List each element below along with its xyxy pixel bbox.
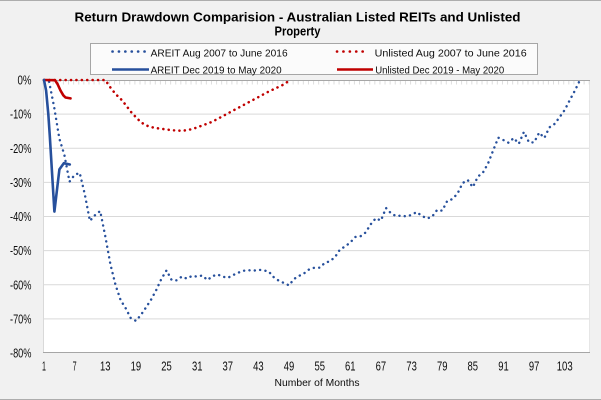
svg-text:-50%: -50%: [10, 243, 32, 258]
svg-text:Return Drawdown Comparision -: Return Drawdown Comparision - Australian…: [75, 11, 521, 25]
svg-text:AREIT Dec 2019 to May 2020: AREIT Dec 2019 to May 2020: [151, 65, 282, 77]
svg-text:-10%: -10%: [10, 107, 32, 122]
svg-text:61: 61: [345, 359, 356, 374]
svg-text:91: 91: [498, 359, 509, 374]
svg-text:37: 37: [223, 359, 234, 374]
svg-text:25: 25: [161, 359, 172, 374]
svg-text:43: 43: [253, 359, 264, 374]
svg-text:-30%: -30%: [10, 175, 32, 190]
svg-text:AREIT Aug 2007 to June 2016: AREIT Aug 2007 to June 2016: [151, 47, 288, 59]
svg-text:79: 79: [437, 359, 448, 374]
svg-text:1: 1: [42, 359, 46, 374]
svg-text:103: 103: [557, 359, 573, 374]
svg-text:Unlisted Dec 2019 - May 2020: Unlisted Dec 2019 - May 2020: [375, 65, 504, 77]
svg-text:-70%: -70%: [10, 312, 32, 327]
svg-text:31: 31: [192, 359, 203, 374]
svg-text:Unlisted Aug 2007 to June 2016: Unlisted Aug 2007 to June 2016: [375, 47, 527, 59]
svg-text:85: 85: [468, 359, 479, 374]
svg-text:-40%: -40%: [10, 209, 32, 224]
svg-text:Number of Months: Number of Months: [275, 377, 360, 389]
svg-text:67: 67: [376, 359, 387, 374]
svg-text:97: 97: [529, 359, 540, 374]
svg-text:13: 13: [100, 359, 111, 374]
svg-text:-60%: -60%: [10, 277, 32, 292]
svg-text:0%: 0%: [18, 73, 32, 88]
svg-text:19: 19: [131, 359, 142, 374]
svg-text:-20%: -20%: [10, 141, 32, 156]
svg-text:49: 49: [284, 359, 295, 374]
svg-text:55: 55: [314, 359, 325, 374]
svg-text:73: 73: [406, 359, 417, 374]
svg-text:7: 7: [73, 359, 77, 374]
svg-text:Property: Property: [275, 25, 321, 39]
svg-text:-80%: -80%: [10, 346, 32, 361]
